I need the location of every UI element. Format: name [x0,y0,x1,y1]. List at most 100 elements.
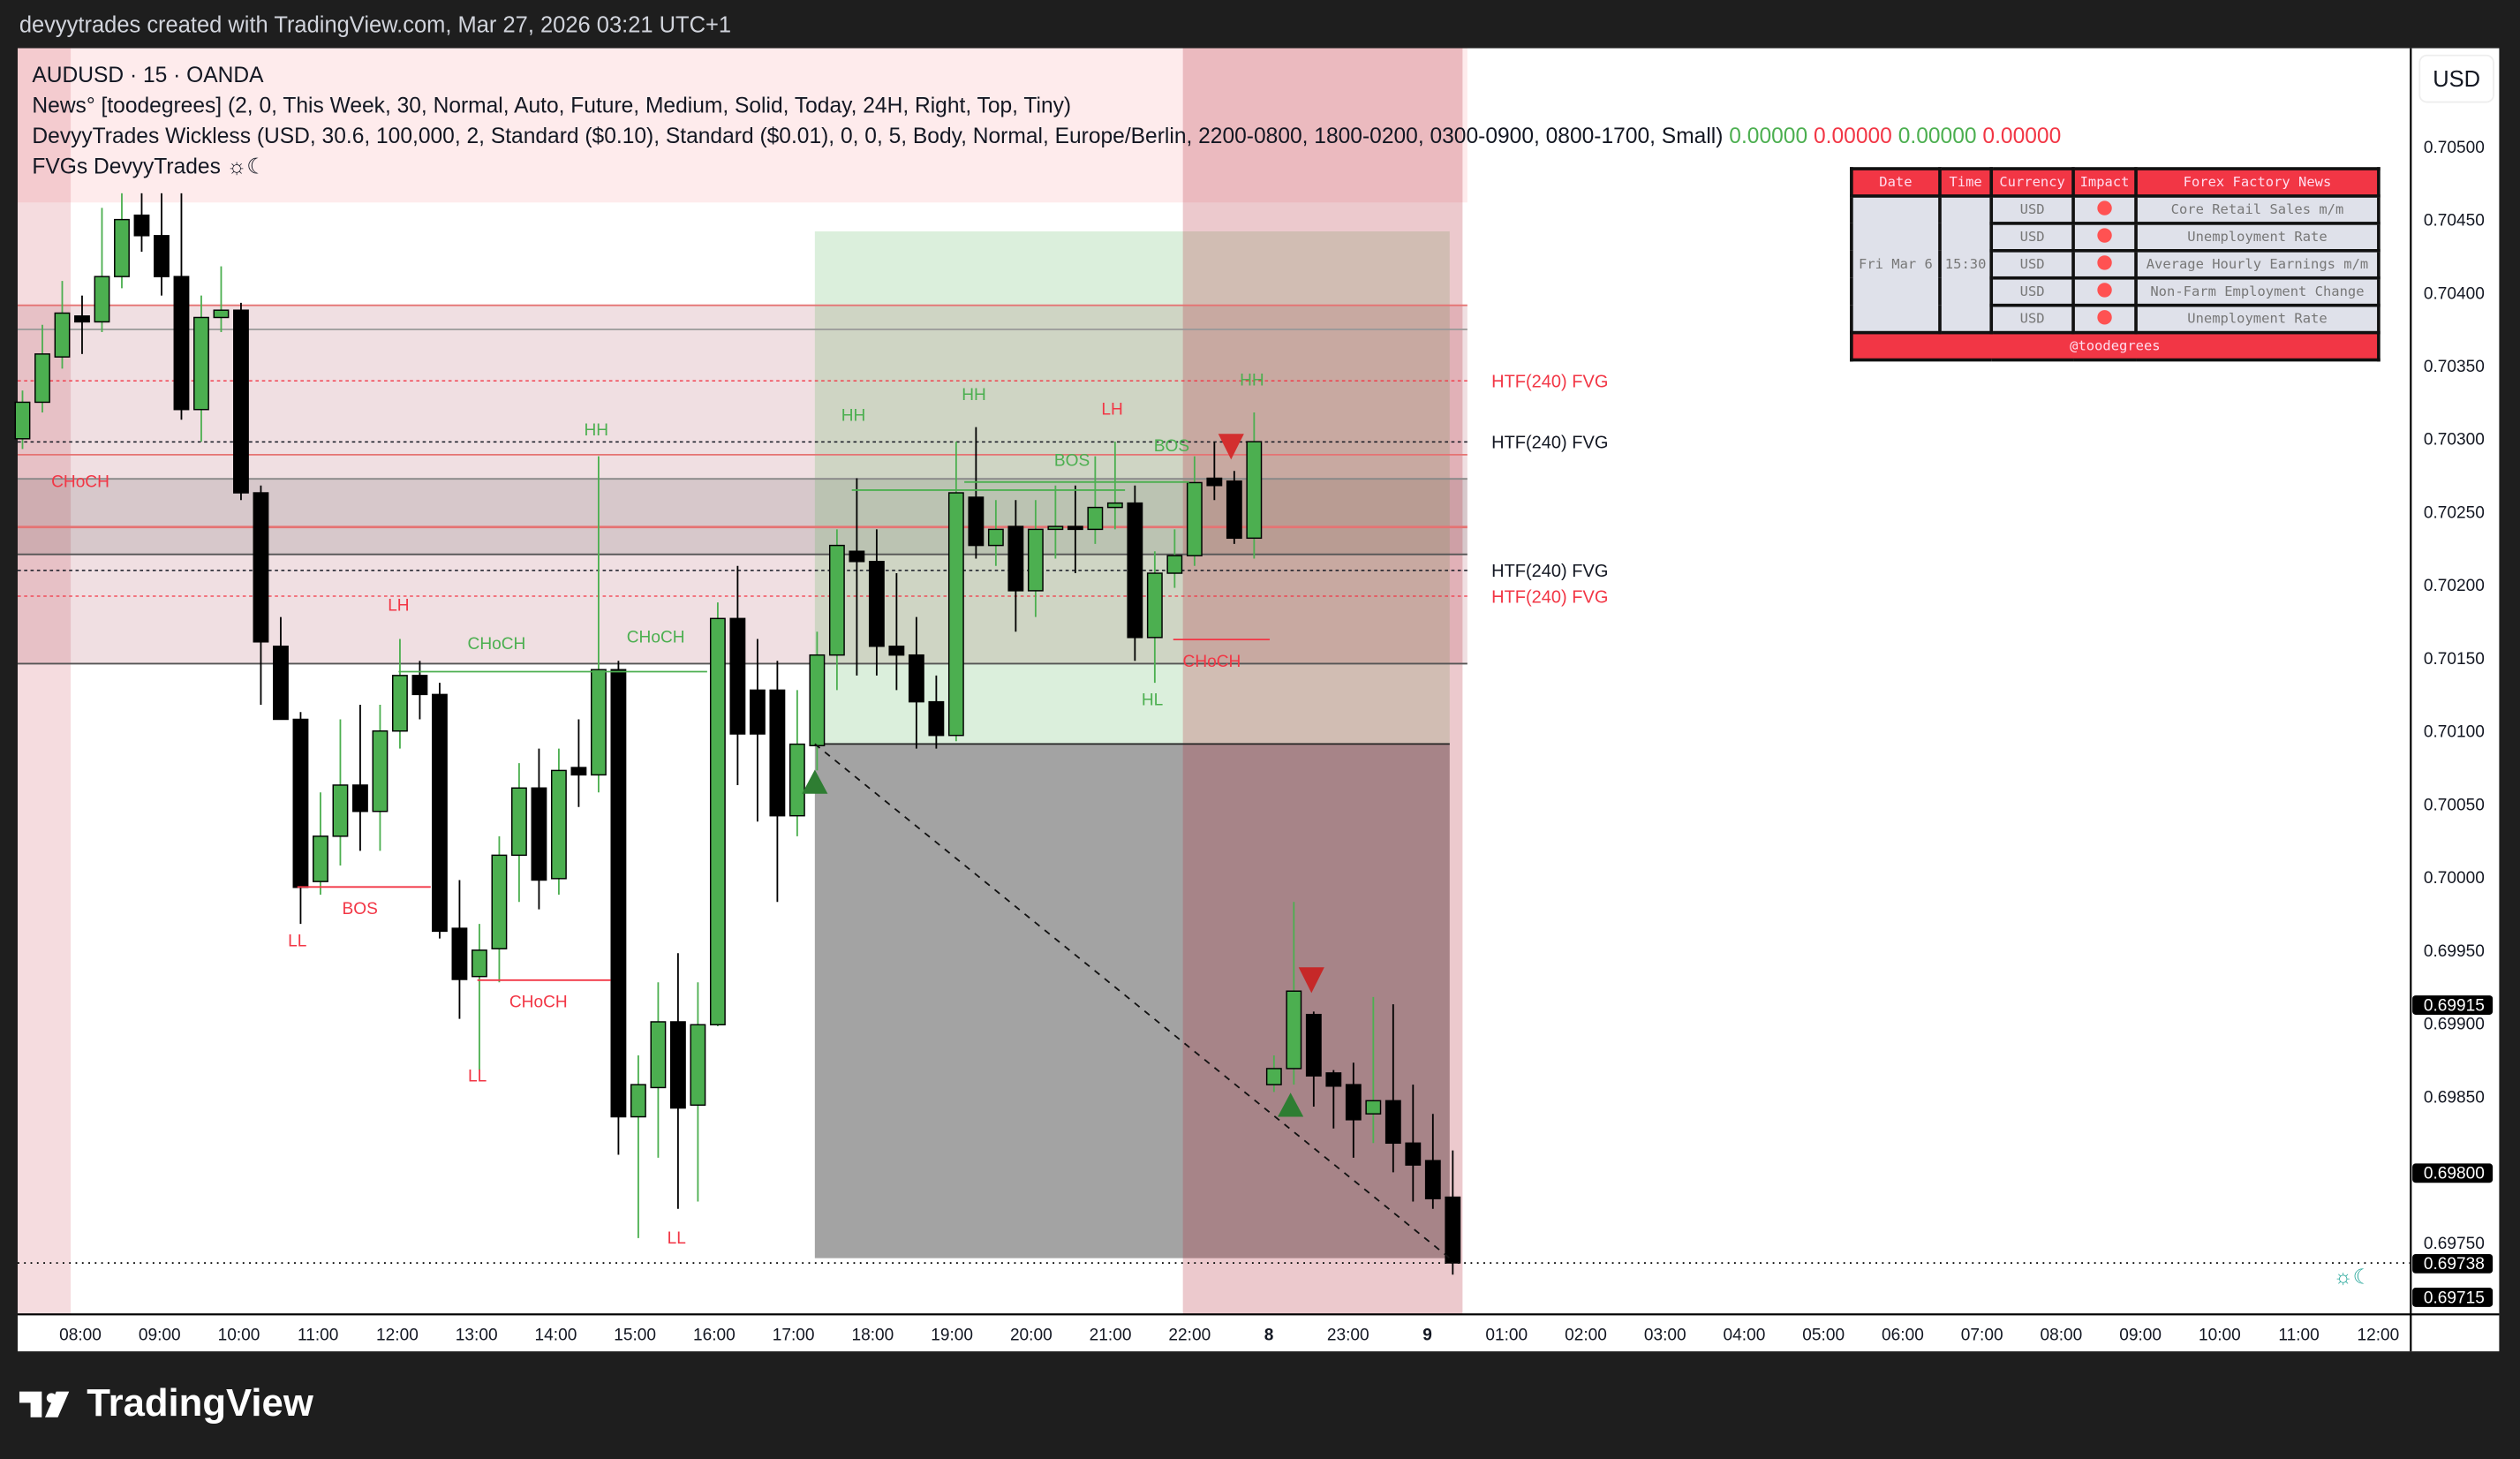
news-event: Average Hourly Earnings m/m [2134,249,2380,280]
time-tick-label: 08:00 [59,1326,102,1344]
candle [1186,456,1203,566]
impact-cell [2071,276,2138,307]
price-tick-label: 0.70300 [2424,431,2485,450]
candle [54,281,71,369]
candle [828,529,845,691]
candle-body [1286,990,1302,1070]
news-date: Fri Mar 6 [1850,194,1942,335]
symbol-title[interactable]: AUDUSD · 15 · OANDA [32,62,264,87]
price-tick-label: 0.69900 [2424,1016,2485,1034]
structure-label: CHoCH [627,629,685,647]
candle-body [788,743,805,817]
candle-body [114,218,130,277]
time-tick-label: 18:00 [851,1326,894,1344]
candle [788,690,805,836]
candle [947,442,964,742]
candle-body [1166,555,1183,574]
candle [511,763,527,903]
candle [173,193,190,420]
candle [411,661,428,720]
news-event: Unemployment Rate [2134,303,2380,335]
structure-label: HL [1142,692,1163,710]
wickless-value: 0.00000 [1814,124,1892,148]
candle [133,193,150,253]
brand-name: TradingView [87,1381,313,1425]
candle [1365,996,1382,1144]
time-tick-label: 16:00 [693,1326,736,1344]
header-date: Date [1850,167,1942,198]
high-impact-icon [2097,282,2112,297]
structure-label: CHoCH [509,994,568,1012]
candle [253,485,269,705]
header-news: Forex Factory News [2134,167,2380,198]
candle-body [1027,528,1044,592]
candle [1146,551,1163,684]
candle-body [173,276,190,411]
time-tick-label: 13:00 [456,1326,498,1344]
indicator-wickless-legend[interactable]: DevyyTrades Wickless (USD, 30.6, 100,000… [32,124,2061,147]
candle-body [531,787,547,881]
candle-body [669,1021,686,1109]
indicator-fvgs-legend[interactable]: FVGs DevyyTrades ☼☾ [32,154,267,178]
price-tick-label: 0.70150 [2424,650,2485,669]
candle-body [34,353,50,404]
candle [114,193,130,289]
candle [868,529,885,676]
candle [332,719,349,866]
candle-body [1106,502,1123,509]
indicator-news-legend[interactable]: News° [toodegrees] (2, 0, This Week, 30,… [32,93,1072,117]
time-tick-label: 06:00 [1882,1326,1924,1344]
time-tick-label: 01:00 [1485,1326,1528,1344]
candle [273,616,289,721]
candle [313,792,328,896]
candle [749,639,766,822]
currency-button[interactable]: USD [2418,54,2494,103]
price-tick-label: 0.70200 [2424,577,2485,595]
candle-body [1007,525,1024,592]
candle-body [570,767,587,776]
wickless-value: 0.00000 [1729,124,1808,148]
candle [928,675,945,749]
candle-body [94,276,110,323]
time-tick-label: 02:00 [1565,1326,1607,1344]
candle [94,208,110,333]
candle [1265,1055,1282,1092]
structure-label: LL [668,1229,686,1248]
time-tick-label: 8 [1264,1326,1274,1344]
price-tick-label: 0.70450 [2424,212,2485,231]
time-tick-label: 12:00 [2357,1326,2399,1344]
candle [610,661,627,1155]
candle-body [332,784,349,837]
candle [213,266,230,333]
candle [987,500,1004,566]
candle-body [1405,1142,1422,1166]
price-badge [2412,1163,2494,1183]
candle [392,639,408,749]
news-event: Unemployment Rate [2134,222,2380,253]
candle-body [193,316,209,411]
candle-body [769,689,786,817]
candle-body [729,617,746,735]
candle [74,295,90,354]
structure-label: BOS [1154,437,1189,456]
high-impact-icon [2097,309,2112,324]
candle [352,704,368,851]
candle-body [432,693,448,933]
candle [690,982,706,1202]
structure-label: HH [585,421,609,440]
candle [451,880,468,1019]
news-row: Fri Mar 6 15:30 USD Core Retail Sales m/m [1850,194,2380,335]
candle-body [1206,477,1223,487]
candle [491,835,508,983]
news-event: Non-Farm Employment Change [2134,276,2380,307]
time-tick-label: 21:00 [1090,1326,1132,1344]
news-row: USD Unemployment Rate [1852,303,2380,335]
candle-body [928,700,945,737]
structure-label: HH [841,407,866,426]
candle [531,748,547,910]
impact-cell [2071,222,2138,253]
candle-body [491,854,508,949]
candle [570,719,587,807]
news-table: Date Time Currency Impact Forex Factory … [1850,167,2380,362]
